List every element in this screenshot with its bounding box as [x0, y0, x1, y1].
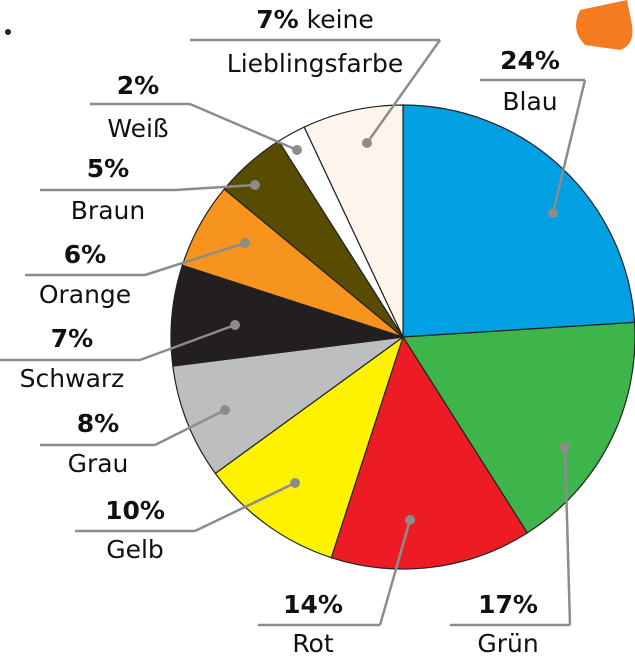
page: 24% Blau 17% Grün 14% Rot 10% Gelb 8% Grau 7% Schwa… — [0, 0, 635, 664]
slice — [403, 105, 635, 337]
chart: 24% Blau 17% Grün 14% Rot 10% Gelb 8% Grau 7% Schwa… — [0, 0, 635, 664]
leader-dot — [250, 180, 260, 190]
leader-dot — [548, 208, 558, 218]
value-label: 7% — [51, 324, 93, 353]
leader-dot — [405, 515, 415, 525]
leader-dot — [362, 138, 372, 148]
leader-dot — [290, 478, 300, 488]
category-label: Schwarz — [20, 364, 125, 393]
value-label: 24% — [500, 46, 560, 75]
leader-dot — [240, 238, 250, 248]
value-label: 6% — [64, 240, 106, 269]
leader-dot — [220, 405, 230, 415]
category-label: Gelb — [106, 535, 164, 564]
value-label: 10% — [105, 496, 165, 525]
category-label: keine Lieblingsfarbe — [227, 5, 403, 78]
category-label: Grün — [477, 629, 538, 658]
value-label: 5% — [87, 154, 129, 183]
category-label: Orange — [39, 280, 131, 309]
leader-dot — [292, 145, 302, 155]
value-label: 7% — [256, 5, 298, 34]
category-label: Grau — [68, 449, 129, 478]
value-label: 17% — [478, 590, 538, 619]
decor-dot — [5, 29, 11, 35]
category-label: Rot — [292, 629, 334, 658]
value-label: 8% — [77, 409, 119, 438]
category-label: Blau — [502, 87, 557, 116]
category-label: Weiß — [107, 114, 168, 143]
value-label: 2% — [117, 71, 159, 100]
leader-dot — [230, 320, 240, 330]
value-label: 14% — [283, 590, 343, 619]
category-label: Braun — [71, 196, 145, 225]
label-keine: 7% keine Lieblingsfarbe — [175, 0, 455, 86]
leader-line — [190, 104, 297, 150]
leader-dot — [560, 442, 570, 452]
decor-icon — [576, 0, 633, 50]
